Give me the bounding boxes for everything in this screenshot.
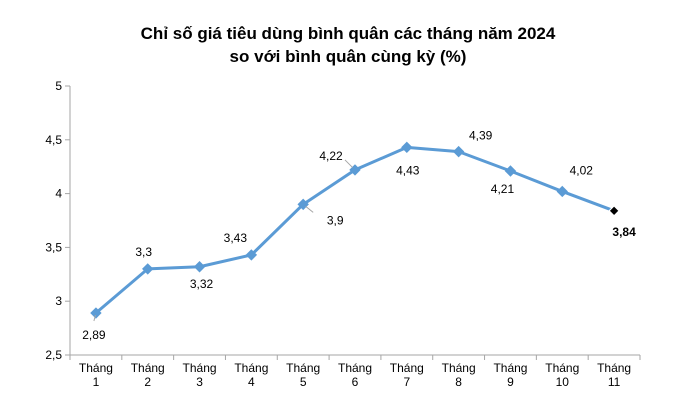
data-label: 2,89 xyxy=(82,328,106,342)
x-tick-label: Tháng 11 xyxy=(597,361,631,389)
data-point-marker xyxy=(193,261,206,273)
data-label: 3,43 xyxy=(224,231,248,245)
data-point-marker xyxy=(452,145,465,158)
x-tick-label-line: Tháng xyxy=(338,361,372,375)
y-tick-label: 4 xyxy=(55,187,62,201)
y-tick-label: 3,5 xyxy=(45,240,62,254)
x-tick-label-line: 6 xyxy=(352,375,359,389)
x-tick-label: Tháng 1 xyxy=(79,361,113,389)
data-label-leader xyxy=(344,159,353,168)
chart-title-line-1: Chỉ số giá tiêu dùng bình quân các tháng… xyxy=(140,24,556,43)
y-tick-label: 5 xyxy=(55,79,62,93)
data-label: 4,02 xyxy=(570,163,594,177)
x-tick-label-line: Tháng xyxy=(183,361,217,375)
x-tick-label-line: Tháng xyxy=(131,361,165,375)
data-point-marker xyxy=(245,249,258,261)
x-tick-label-line: Tháng xyxy=(234,361,268,375)
data-label-leader xyxy=(93,314,96,322)
data-label: 4,22 xyxy=(319,149,343,163)
data-point-marker xyxy=(142,263,154,275)
data-labels: 2,89 3,3 3,32 3,43 3,9 4,22 4,43 4,39 4,21 4,02 3,… xyxy=(82,129,636,342)
x-tick-label-line: 1 xyxy=(93,375,100,389)
x-tick-label-line: Tháng xyxy=(545,361,579,375)
x-tick-label: Tháng 8 xyxy=(442,361,476,389)
x-tick-label-line: Tháng xyxy=(597,361,631,375)
x-tick-label: Tháng 5 xyxy=(286,361,320,389)
x-tick-label-line: Tháng xyxy=(79,361,113,375)
x-tick-label: Tháng 10 xyxy=(545,361,579,389)
x-tick-label-line: Tháng xyxy=(442,361,476,375)
x-tick-label: Tháng 7 xyxy=(390,361,424,389)
data-label: 3,3 xyxy=(135,245,152,259)
data-label: 3,84 xyxy=(612,225,636,239)
y-tick-label: 2,5 xyxy=(45,348,62,362)
data-label: 4,21 xyxy=(491,182,515,196)
x-tick-label-line: 5 xyxy=(300,375,307,389)
x-tick-label-line: Tháng xyxy=(286,361,320,375)
chart-title: Chỉ số giá tiêu dùng bình quân các tháng… xyxy=(0,22,696,68)
x-tick-label-line: Tháng xyxy=(493,361,527,375)
data-label: 4,43 xyxy=(396,163,420,177)
y-tick-label: 4,5 xyxy=(45,133,62,147)
data-label-leader xyxy=(305,205,314,213)
data-point-marker xyxy=(504,165,517,177)
x-tick-label-line: 8 xyxy=(455,375,462,389)
x-tick-label-line: 2 xyxy=(144,375,151,389)
series-line xyxy=(90,141,620,319)
x-tick-label-line: Tháng xyxy=(390,361,424,375)
x-tick-label-line: 11 xyxy=(608,375,621,389)
x-tick-label-line: 4 xyxy=(248,375,255,389)
data-label: 3,32 xyxy=(190,277,214,291)
data-point-marker xyxy=(608,204,620,217)
x-tick-label: Tháng 2 xyxy=(131,361,165,389)
x-tick-label-line: 10 xyxy=(556,375,570,389)
data-label: 3,9 xyxy=(327,213,344,227)
data-point-marker xyxy=(401,141,413,154)
data-point-marker xyxy=(556,185,568,198)
x-tick-label: Tháng 6 xyxy=(338,361,372,389)
data-label: 4,39 xyxy=(469,129,493,143)
x-tick-label: Tháng 9 xyxy=(493,361,527,389)
data-point-marker xyxy=(90,307,102,319)
x-tick-label-line: 3 xyxy=(196,375,203,389)
x-tick-label: Tháng 4 xyxy=(234,361,268,389)
x-tick-label-line: 9 xyxy=(507,375,514,389)
x-tick-label: Tháng 3 xyxy=(183,361,217,389)
y-tick-label: 3 xyxy=(55,294,62,308)
x-tick-label-line: 7 xyxy=(403,375,410,389)
chart-title-line-2: so với bình quân cùng kỳ (%) xyxy=(229,47,467,66)
